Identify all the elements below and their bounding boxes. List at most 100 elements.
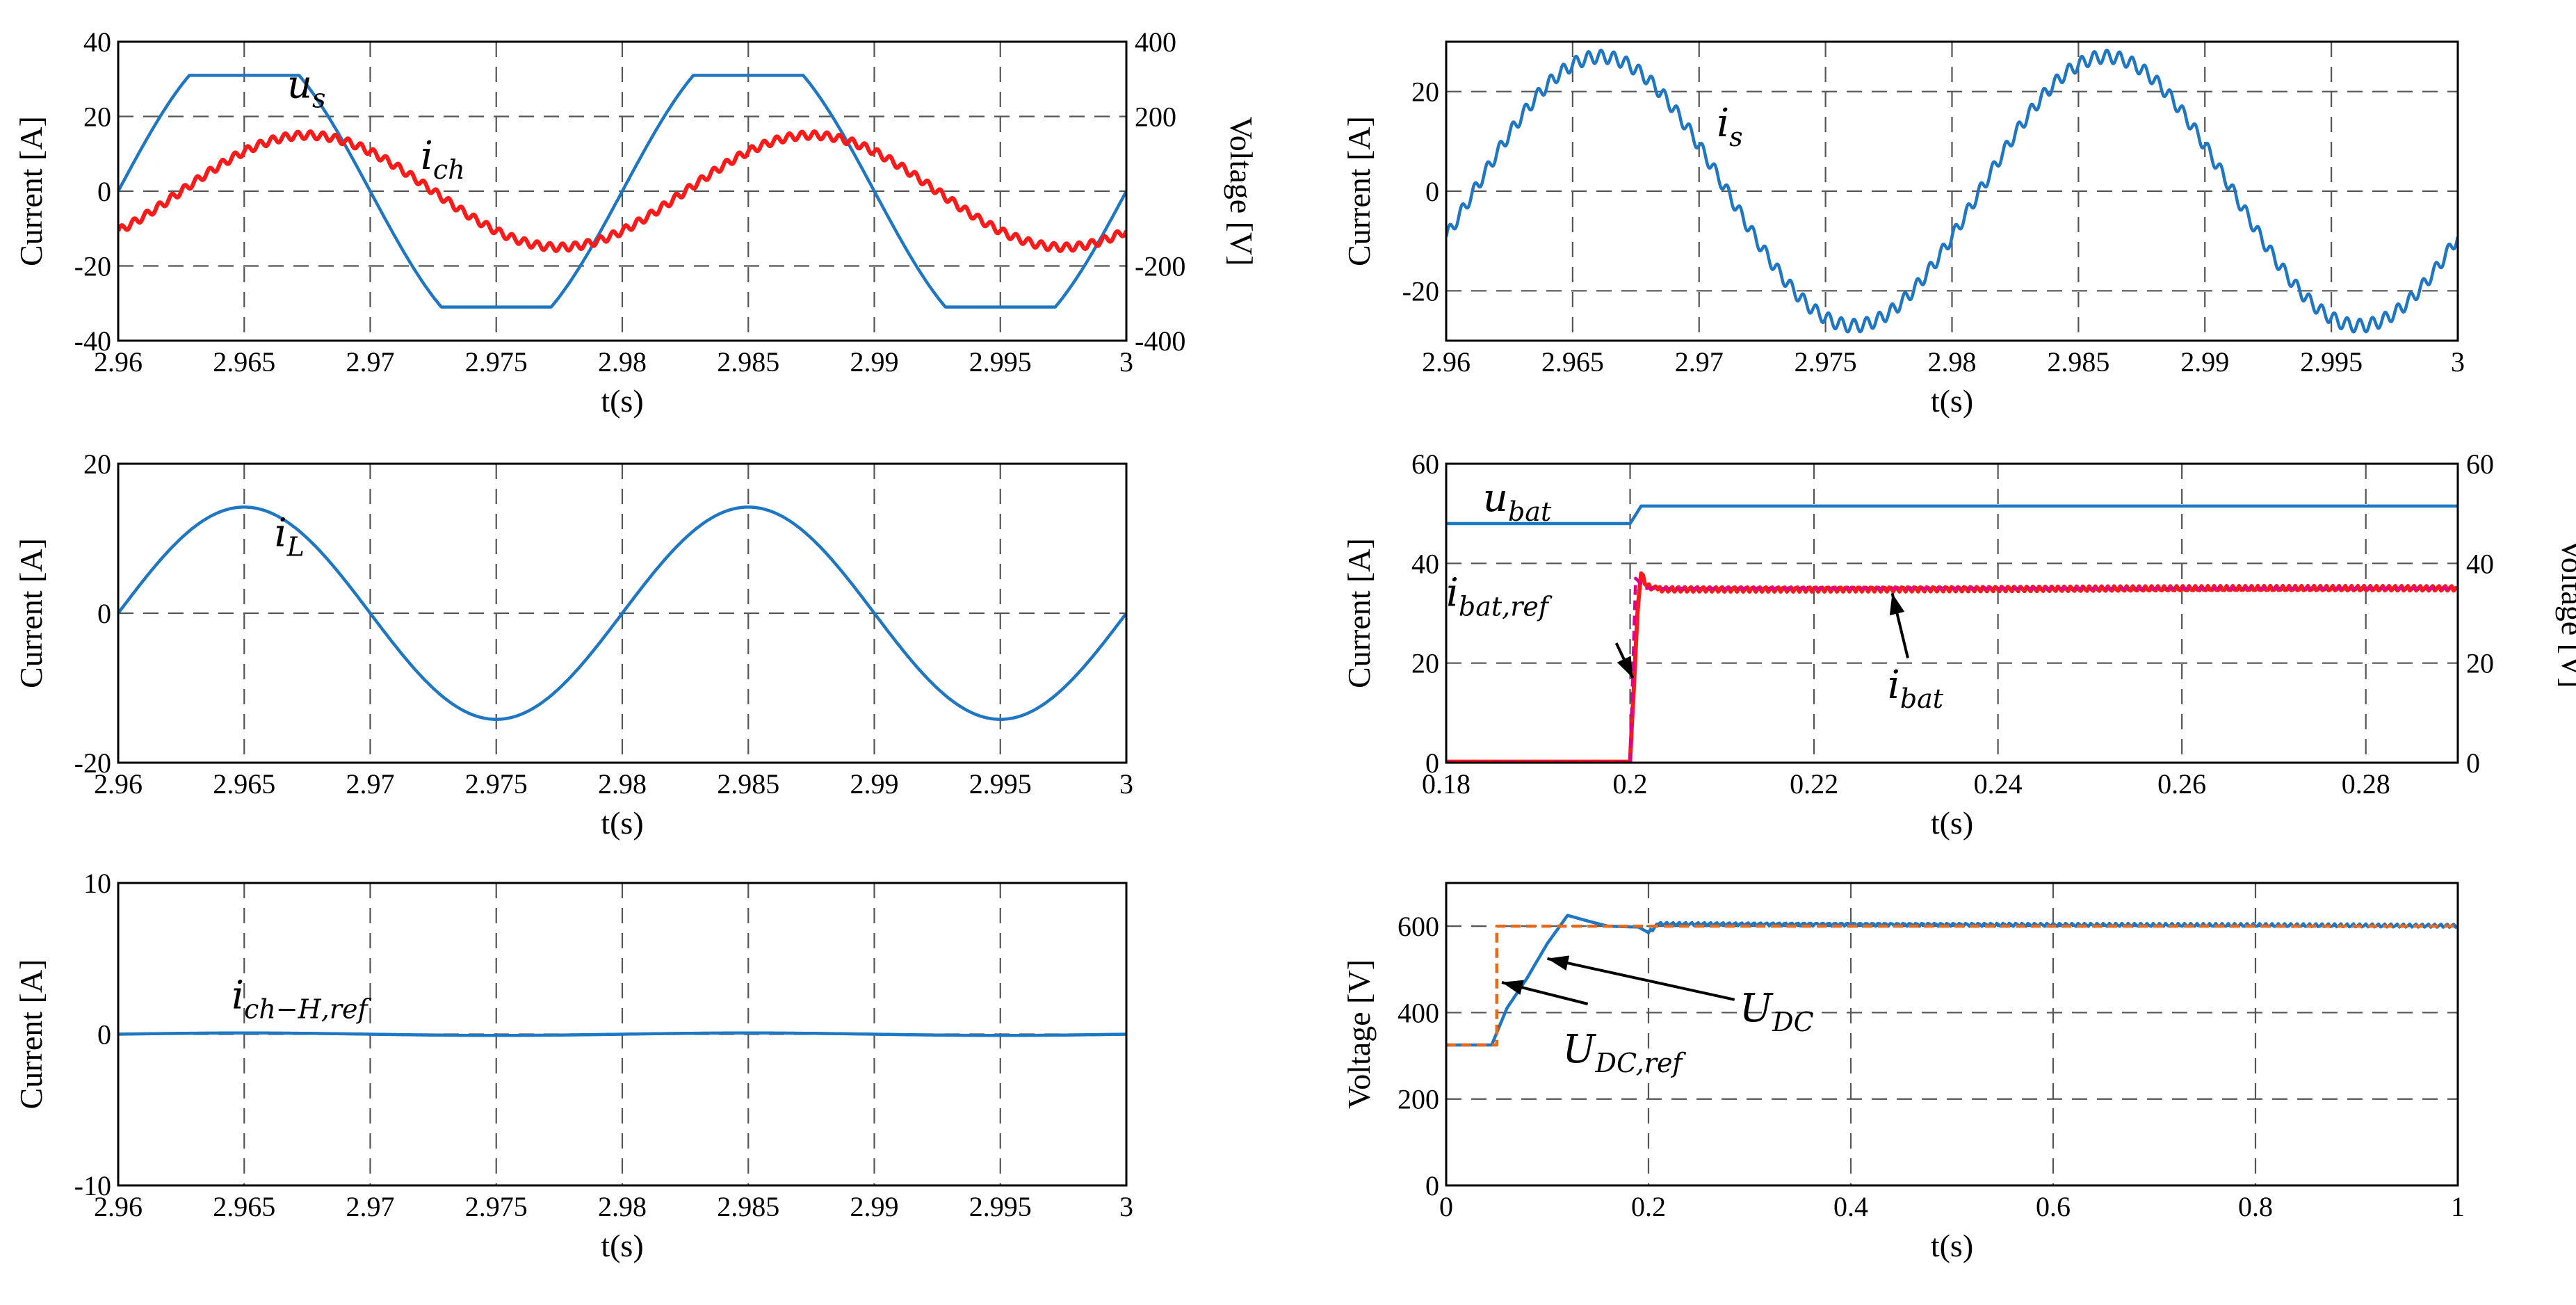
x-tick-label: 0.22 <box>1790 768 1838 800</box>
series-i-ch-h-ref <box>118 1031 1126 1037</box>
x-tick-label: 2.96 <box>94 1191 143 1222</box>
x-tick-label: 2.975 <box>465 1191 528 1222</box>
x-tick-label: 0 <box>1439 1191 1453 1222</box>
plot-frame <box>117 462 1128 764</box>
x-tick-label: 2.975 <box>1795 346 1857 378</box>
plot-frame <box>117 40 1128 342</box>
y-tick-label: 20 <box>83 102 111 133</box>
x-tick-label: 2.995 <box>969 346 1032 378</box>
x-tick-label: 2.995 <box>969 1191 1032 1222</box>
y-axis-label: Current [A] <box>13 959 49 1110</box>
plot-frame <box>1445 40 2459 342</box>
x-tick-label: 2.98 <box>598 346 647 378</box>
x-axis-label: t(s) <box>1931 383 1973 419</box>
y2-tick-label: 20 <box>2466 648 2494 679</box>
x-tick-label: 2.985 <box>717 346 779 378</box>
y2-axis-label: Voltage [V] <box>1224 116 1259 266</box>
y-tick-label: -10 <box>74 1170 111 1201</box>
plot-frame <box>1445 462 2459 764</box>
i-bat-label: ibat <box>1888 663 1944 714</box>
x-tick-label: 2.99 <box>850 768 899 800</box>
x-tick-label: 0.2 <box>1613 768 1648 800</box>
y-tick-label: 0 <box>1425 1170 1439 1201</box>
x-axis-label: t(s) <box>601 383 643 419</box>
u-dc-ref-arrow <box>1501 980 1589 1005</box>
x-tick-label: 3 <box>1119 1191 1133 1222</box>
x-tick-label: 2.96 <box>94 346 143 378</box>
panel-p4: 0.18 0.2 0.22 0.24 0.26 0.28 0 20 40 60 0 20 40 60 t(s… <box>1341 448 2576 841</box>
y-axis-label: Current [A] <box>13 116 49 266</box>
series-u-dc-ref <box>1446 924 2458 1047</box>
u-s-label: us <box>287 63 326 114</box>
x-tick-label: 2.995 <box>2300 346 2363 378</box>
y-tick-label: 40 <box>1411 548 1439 579</box>
x-axis-label: t(s) <box>1931 805 1973 841</box>
x-tick-label: 0.26 <box>2157 768 2206 800</box>
x-tick-label: 0.6 <box>2036 1191 2071 1222</box>
x-tick-label: 2.985 <box>2047 346 2109 378</box>
x-tick-label: 3 <box>1119 346 1133 378</box>
i-bat-ref-arrow <box>1614 642 1635 679</box>
panel-p1: 2.96 2.965 2.97 2.975 2.98 2.985 2.99 2.995 3 -40… <box>13 26 1259 419</box>
x-tick-label: 3 <box>2451 346 2465 378</box>
panel-p5: 2.96 2.965 2.97 2.975 2.98 2.985 2.99 2.995 3 -10… <box>13 868 1133 1263</box>
i-l-label: iL <box>275 510 305 562</box>
x-tick-label: 2.965 <box>213 768 275 800</box>
x-tick-label: 2.965 <box>213 346 275 378</box>
x-tick-label: 0.8 <box>2238 1191 2273 1222</box>
y2-tick-label: 200 <box>1135 102 1176 133</box>
y2-tick-label: 40 <box>2466 548 2494 579</box>
series-u-s <box>118 74 1126 309</box>
y-axis-label: Voltage [V] <box>1341 959 1377 1109</box>
x-tick-label: 0.18 <box>1422 768 1471 800</box>
y-tick-label: -20 <box>74 747 111 779</box>
i-ch-h-ref-label: ich−H,ref <box>232 973 371 1025</box>
x-tick-label: 2.99 <box>850 346 899 378</box>
y2-axis-label: Voltage [V] <box>2555 538 2576 688</box>
y-tick-label: -40 <box>74 325 111 357</box>
y-tick-label: 0 <box>97 176 111 207</box>
plot-frame <box>117 882 1128 1187</box>
y-tick-label: 20 <box>83 448 111 480</box>
i-ch-label: ich <box>421 133 465 185</box>
series-i-s <box>1446 48 2458 334</box>
y-axis-label: Current [A] <box>1341 538 1377 688</box>
y-tick-label: 0 <box>97 598 111 629</box>
x-tick-label: 2.97 <box>346 346 395 378</box>
x-tick-label: 0.28 <box>2342 768 2390 800</box>
y2-tick-label: -200 <box>1135 251 1185 282</box>
x-tick-label: 2.97 <box>1675 346 1724 378</box>
plot-area <box>1446 883 2458 1185</box>
x-tick-label: 2.965 <box>1541 346 1604 378</box>
y-tick-label: -20 <box>1402 275 1439 307</box>
x-tick-label: 2.99 <box>2180 346 2229 378</box>
y-tick-label: 20 <box>1411 76 1439 108</box>
series-i-ch <box>118 129 1126 253</box>
i-bat-arrow <box>1889 592 1909 658</box>
x-tick-label: 3 <box>1119 768 1133 800</box>
y-tick-label: 20 <box>1411 648 1439 679</box>
panel-p2: 2.96 2.965 2.97 2.975 2.98 2.985 2.99 2.995 3 -20… <box>1341 40 2465 419</box>
x-tick-label: 2.965 <box>213 1191 275 1222</box>
x-tick-label: 2.98 <box>598 1191 647 1222</box>
y-tick-label: 600 <box>1398 911 1439 942</box>
x-tick-label: 0.4 <box>1833 1191 1868 1222</box>
x-tick-label: 2.96 <box>94 768 143 800</box>
y-tick-label: 0 <box>97 1019 111 1051</box>
x-tick-label: 2.97 <box>346 1191 395 1222</box>
y-tick-label: 0 <box>1425 747 1439 779</box>
u-dc-ref-label: UDC,ref <box>1562 1027 1686 1078</box>
x-tick-label: 2.985 <box>717 1191 779 1222</box>
series-u-bat <box>1446 504 2458 526</box>
y-tick-label: -20 <box>74 251 111 282</box>
x-tick-label: 2.975 <box>465 346 528 378</box>
panel-p3: 2.96 2.965 2.97 2.975 2.98 2.985 2.99 2.995 3 -20… <box>13 448 1133 841</box>
y-tick-label: 400 <box>1398 997 1439 1028</box>
x-tick-label: 0.24 <box>1974 768 2023 800</box>
x-tick-label: 2.97 <box>346 768 395 800</box>
y2-tick-label: 400 <box>1135 26 1176 58</box>
y2-tick-label: 0 <box>2466 747 2480 779</box>
x-tick-label: 2.975 <box>465 768 528 800</box>
x-tick-label: 2.99 <box>850 1191 899 1222</box>
